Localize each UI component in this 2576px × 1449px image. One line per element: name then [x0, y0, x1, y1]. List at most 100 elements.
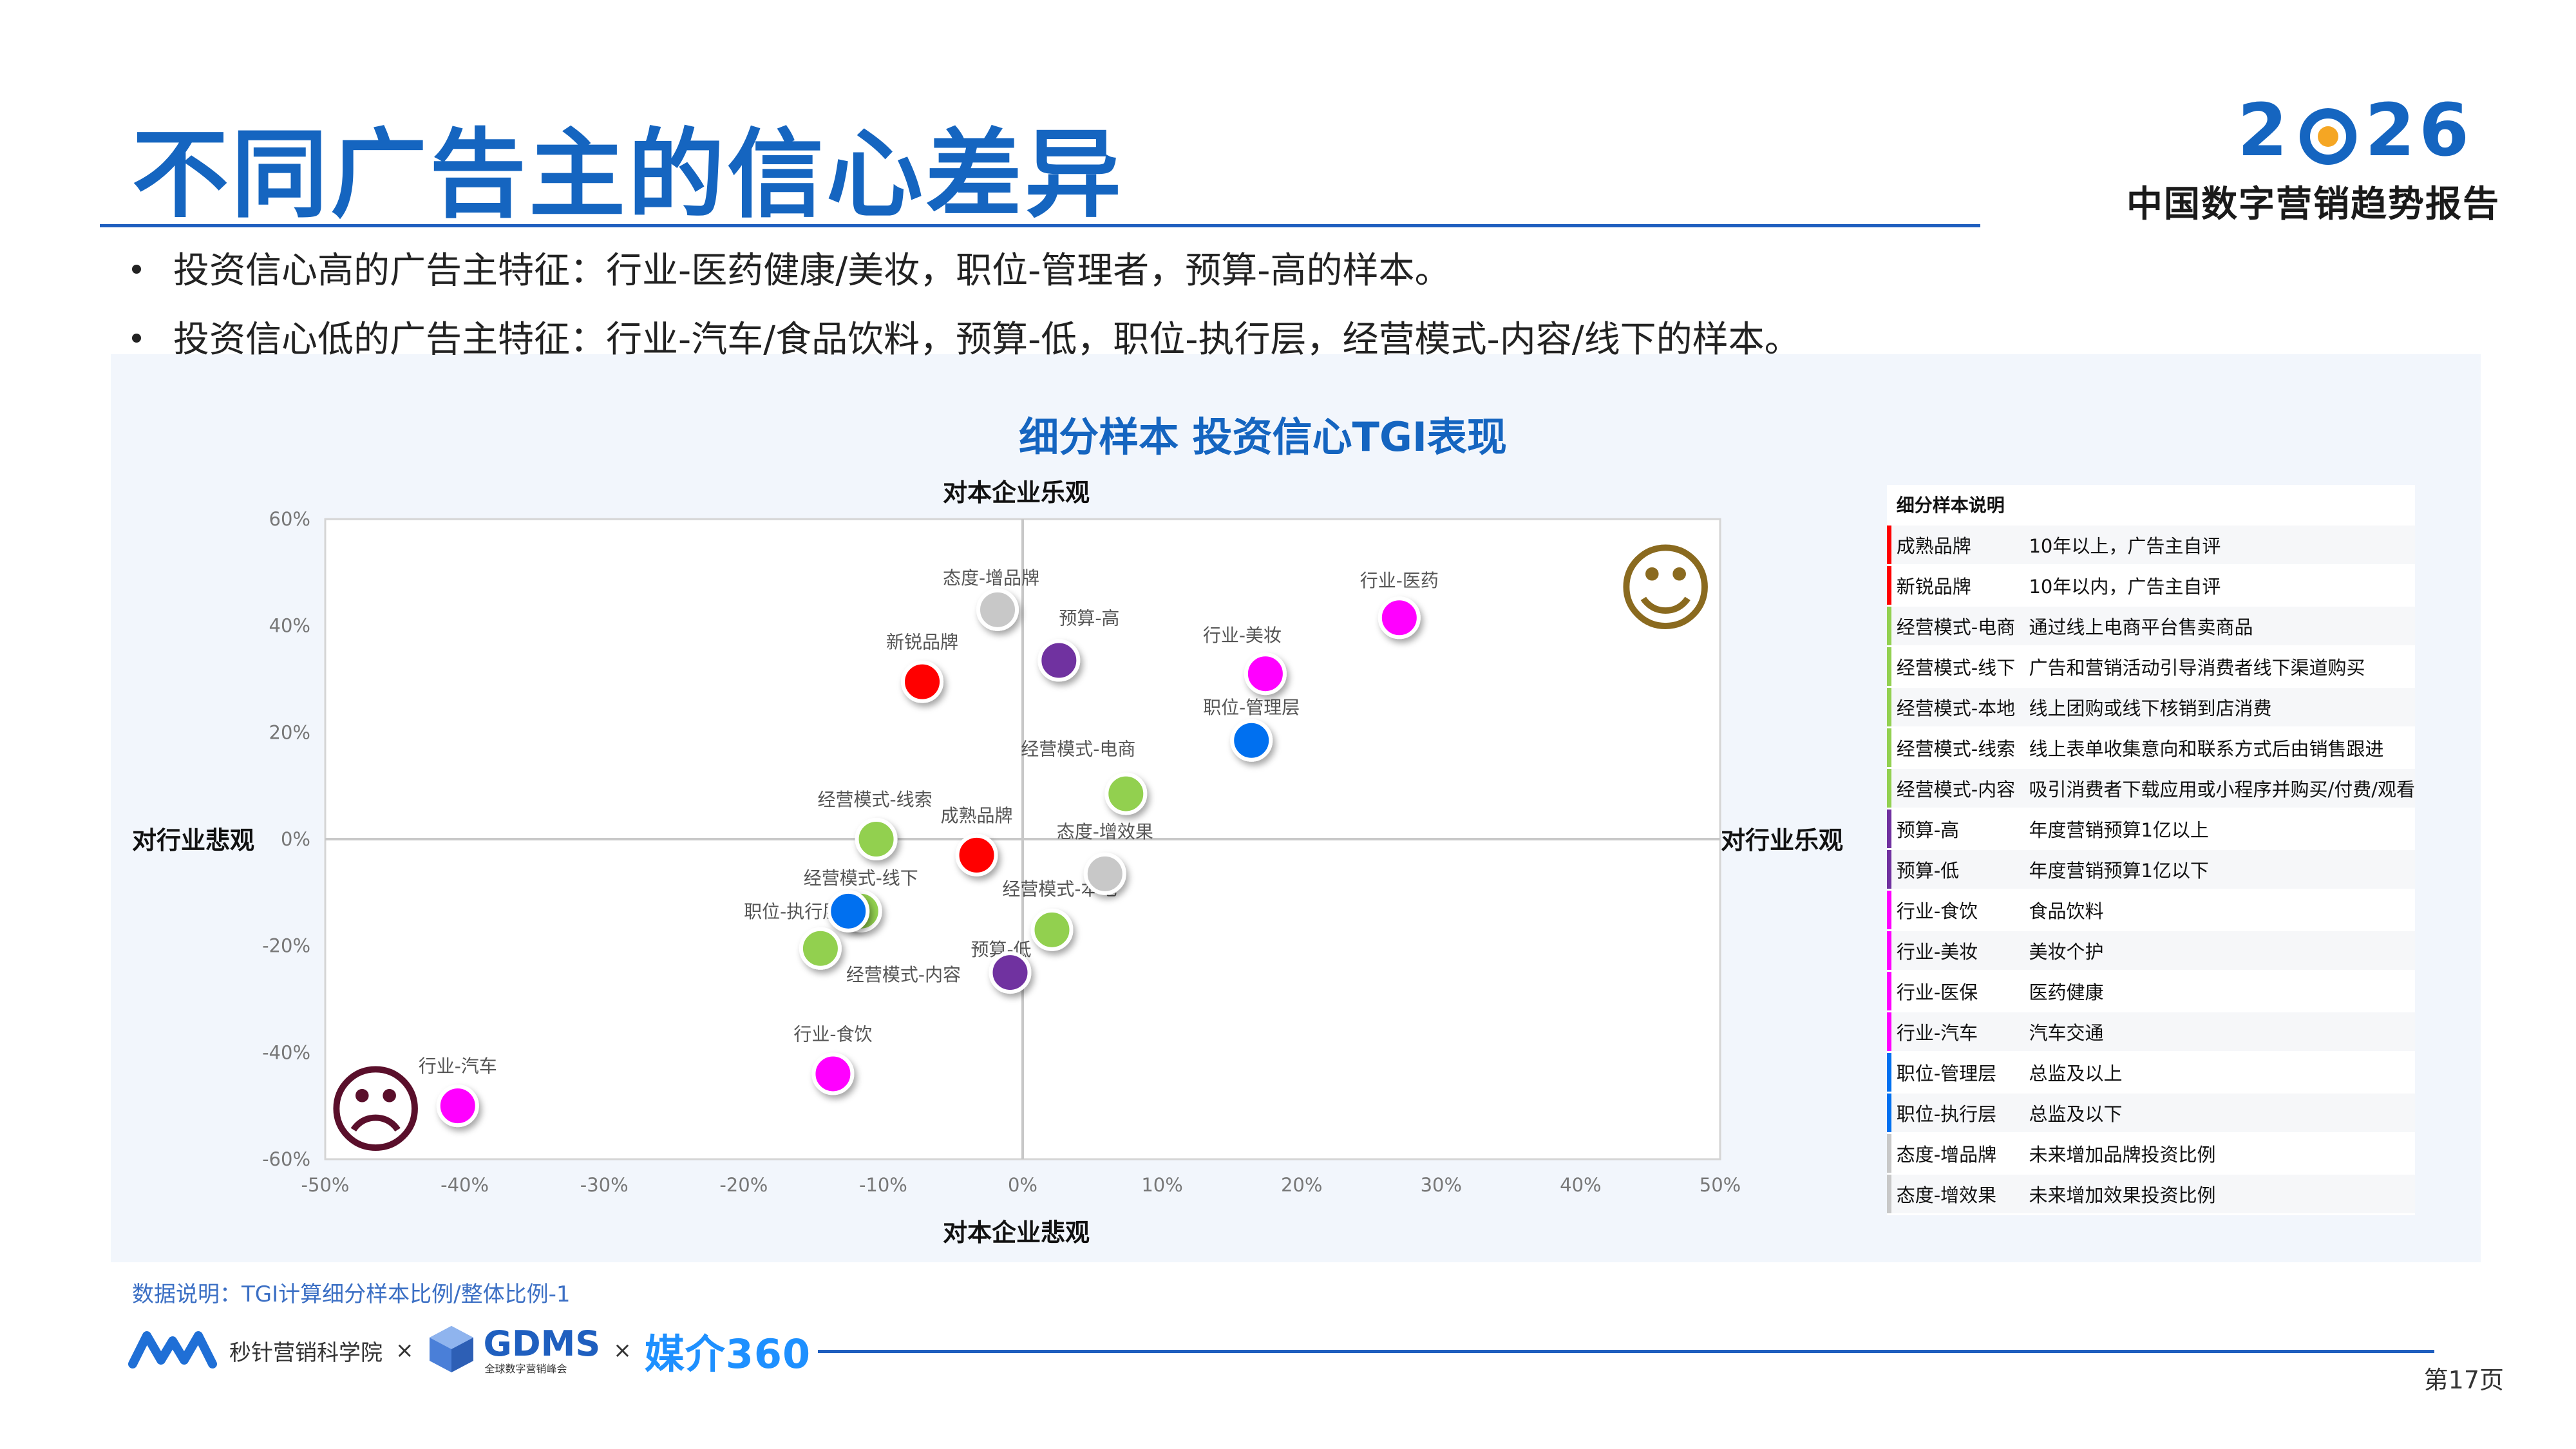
data-point[interactable] [1230, 719, 1273, 762]
data-point[interactable] [1378, 596, 1421, 639]
legend-name: 经营模式-线索 [1891, 727, 2022, 769]
legend-swatch [1887, 687, 1891, 728]
legend-desc: 总监及以上 [2021, 1052, 2415, 1094]
legend-row: 职位-执行层 总监及以下 [1887, 1092, 2415, 1134]
legend-swatch [1887, 971, 1891, 1012]
legend-swatch [1887, 605, 1891, 647]
legend-row: 新锐品牌 10年以内，广告主自评 [1887, 565, 2415, 607]
data-point[interactable] [955, 833, 998, 876]
data-point[interactable] [855, 818, 898, 860]
legend-name: 经营模式-内容 [1891, 768, 2022, 810]
legend-row: 经营模式-电商 通过线上电商平台售卖商品 [1887, 605, 2415, 647]
legend-name: 预算-高 [1891, 808, 2022, 850]
bullet-item: 投资信心低的广告主特征：行业-汽车/食品饮料，预算-低，职位-执行层，经营模式-… [132, 310, 1801, 363]
legend-desc: 10年以上，广告主自评 [2021, 524, 2415, 566]
point-label: 新锐品牌 [886, 632, 958, 653]
legend-row: 行业-美妆 美妆个护 [1887, 930, 2415, 972]
legend-name: 经营模式-电商 [1891, 605, 2022, 647]
legend-name: 经营模式-线下 [1891, 646, 2022, 688]
data-point[interactable] [827, 889, 870, 933]
data-point[interactable] [799, 927, 842, 970]
legend-row: 行业-汽车 汽车交通 [1887, 1011, 2415, 1053]
axis-label-right: 对行业乐观 [1721, 826, 1843, 855]
y-tick-label: -40% [262, 1041, 310, 1063]
legend-name: 职位-管理层 [1891, 1052, 2022, 1094]
axis-label-bottom: 对本企业悲观 [943, 1218, 1090, 1247]
legend-desc: 年度营销预算1亿以下 [2021, 849, 2415, 891]
axis-label-top: 对本企业乐观 [943, 478, 1090, 507]
gdms-cube-icon [427, 1323, 476, 1378]
legend-name: 行业-汽车 [1891, 1011, 2022, 1053]
x-tick-label: 50% [1700, 1174, 1741, 1196]
bullet-dot [132, 333, 141, 343]
title-divider [100, 224, 1980, 227]
legend-name: 行业-食饮 [1891, 889, 2022, 931]
legend-swatch [1887, 524, 1891, 566]
data-point[interactable] [1030, 908, 1074, 951]
data-note: 数据说明：TGI计算细分样本比例/整体比例-1 [132, 1282, 571, 1307]
legend-swatch [1887, 930, 1891, 972]
data-point[interactable] [811, 1052, 855, 1095]
y-tick-label: 0% [281, 828, 310, 850]
legend-header-blank [2021, 485, 2415, 526]
x-tick-label: 20% [1281, 1174, 1322, 1196]
data-point[interactable] [436, 1084, 479, 1128]
times-sign: × [395, 1338, 414, 1363]
legend-row: 经营模式-线下 广告和营销活动引导消费者线下渠道购买 [1887, 646, 2415, 688]
bullet-item: 投资信心高的广告主特征：行业-医药健康/美妆，职位-管理者，预算-高的样本。 [132, 242, 1451, 294]
legend-desc: 线上表单收集意向和联系方式后由销售跟进 [2021, 727, 2415, 769]
legend-desc: 10年以内，广告主自评 [2021, 565, 2415, 607]
footer-divider [818, 1350, 2434, 1353]
gdms-logo-subtext: 全球数字营销峰会 [484, 1363, 567, 1375]
miaozhen-logo-icon [128, 1327, 218, 1374]
y-tick-label: 40% [269, 615, 310, 637]
point-label: 职位-管理层 [1203, 697, 1300, 718]
legend-name: 态度-增品牌 [1891, 1133, 2022, 1175]
x-tick-label: -40% [440, 1174, 489, 1196]
x-tick-label: 0% [1008, 1174, 1037, 1196]
times-sign: × [613, 1338, 632, 1363]
footer-logos: 秒针营销科学院 × GDMS 全球数字营销峰会 × 媒介360 [128, 1321, 811, 1379]
point-label: 经营模式-电商 [1021, 739, 1135, 760]
x-tick-label: 40% [1560, 1174, 1601, 1196]
legend-swatch [1887, 768, 1891, 810]
legend-desc: 美妆个护 [2021, 930, 2415, 972]
point-label: 经营模式-线下 [804, 867, 918, 889]
data-point[interactable] [989, 951, 1032, 994]
legend-header: 细分样本说明 [1891, 485, 2022, 526]
legend-row: 经营模式-内容 吸引消费者下载应用或小程序并购买/付费/观看 [1887, 768, 2415, 810]
data-point[interactable] [1244, 652, 1287, 696]
legend-row: 经营模式-线索 线上表单收集意向和联系方式后由销售跟进 [1887, 727, 2415, 769]
legend-row: 职位-管理层 总监及以上 [1887, 1052, 2415, 1094]
bullet-text: 投资信心低的广告主特征：行业-汽车/食品饮料，预算-低，职位-执行层，经营模式-… [173, 319, 1801, 361]
x-tick-label: -30% [580, 1174, 629, 1196]
legend-row: 成熟品牌 10年以上，广告主自评 [1887, 524, 2415, 566]
report-year-logo: 2 26 [2237, 89, 2473, 173]
x-tick-label: 10% [1141, 1174, 1182, 1196]
legend-row: 态度-增品牌 未来增加品牌投资比例 [1887, 1133, 2415, 1175]
legend-table: 细分样本说明 成熟品牌 10年以上，广告主自评 新锐品牌 10年以内，广告主自评 经营模… [1887, 485, 2415, 1215]
report-name: 中国数字营销趋势报告 [2126, 184, 2500, 225]
data-point[interactable] [976, 588, 1019, 631]
point-label: 预算-高 [1059, 608, 1119, 629]
point-label: 职位-执行层 [744, 901, 840, 922]
legend-swatch [1887, 1011, 1891, 1053]
data-point[interactable] [1037, 639, 1081, 682]
legend-swatch [1887, 889, 1891, 931]
legend-desc: 广告和营销活动引导消费者线下渠道购买 [2021, 646, 2415, 688]
data-point[interactable] [1083, 852, 1126, 895]
axis-label-left: 对行业悲观 [132, 826, 254, 855]
legend-name: 预算-低 [1891, 849, 2022, 891]
legend-swatch [1887, 808, 1891, 850]
point-label: 态度-增效果 [1057, 821, 1153, 842]
data-point[interactable] [901, 660, 944, 703]
smile-face-icon: ☺ [1615, 533, 1716, 645]
legend-swatch [1887, 1092, 1891, 1134]
legend-row: 预算-高 年度营销预算1亿以上 [1887, 808, 2415, 850]
y-tick-label: -20% [262, 935, 310, 957]
legend-desc: 未来增加效果投资比例 [2021, 1173, 2415, 1215]
point-label: 成熟品牌 [941, 805, 1013, 826]
data-point[interactable] [1104, 772, 1148, 815]
bullet-text: 投资信心高的广告主特征：行业-医药健康/美妆，职位-管理者，预算-高的样本。 [173, 250, 1451, 292]
